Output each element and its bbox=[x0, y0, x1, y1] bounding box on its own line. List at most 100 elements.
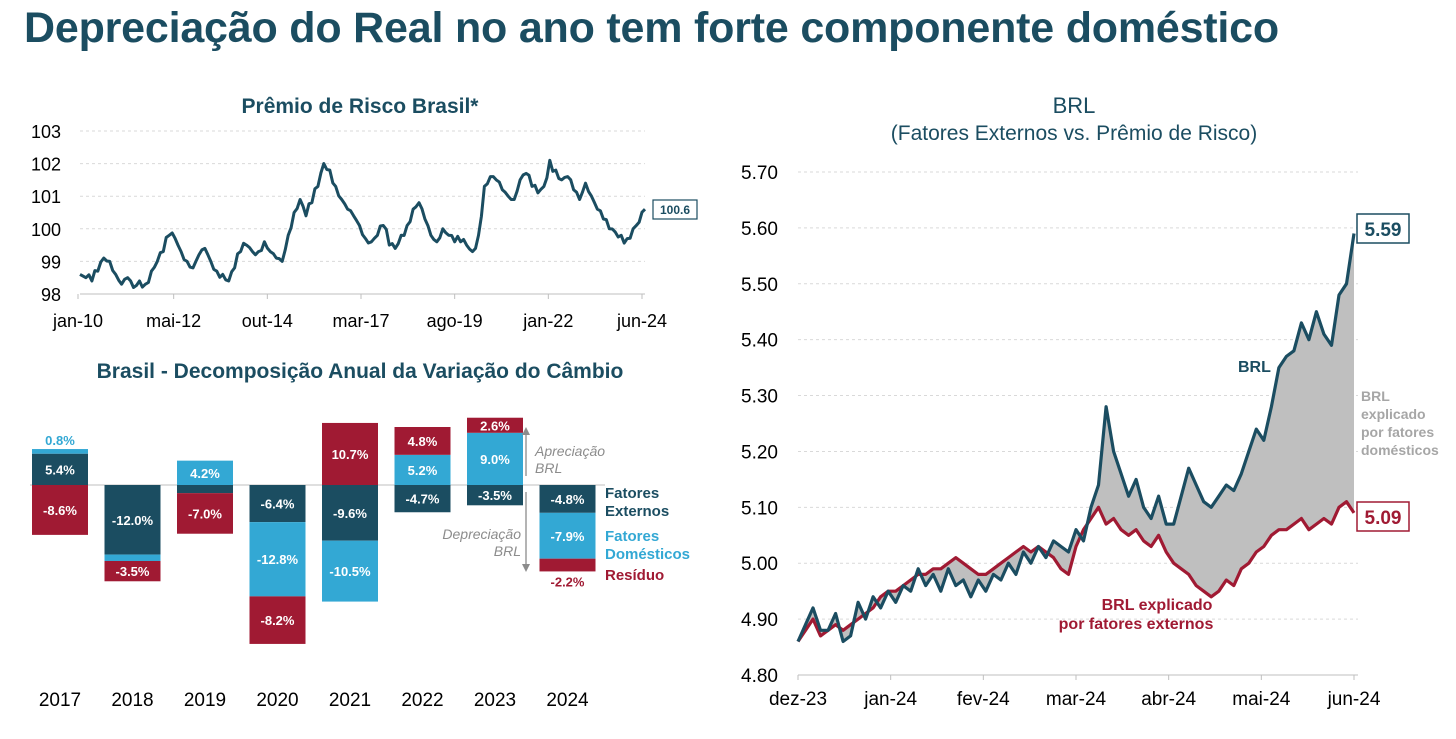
risk-premium-y-tick-label: 99 bbox=[41, 252, 61, 272]
decomposition-chart: Brasil - Decomposição Anual da Variação … bbox=[30, 360, 690, 711]
brl-x-tick-label: abr-24 bbox=[1141, 689, 1196, 710]
risk-premium-x-tick-label: ago-19 bbox=[427, 311, 483, 331]
bar-value-label: 4.2% bbox=[190, 466, 220, 481]
bar-fatores-externos-2018 bbox=[104, 485, 161, 555]
brl-x-tick-label: mai-24 bbox=[1232, 689, 1291, 710]
brl-series-label: BRL bbox=[1238, 359, 1271, 376]
bar-residuo-2024 bbox=[539, 558, 596, 572]
depreciation-annotation: Depreciação BRL bbox=[442, 492, 530, 572]
bar-fatores-domesticos-2022 bbox=[394, 454, 451, 485]
risk-premium-chart: Prêmio de Risco Brasil* 98 99 100 101 102 103… bbox=[31, 95, 698, 331]
bar-value-label: -12.8% bbox=[257, 552, 299, 567]
category-label-2017: 2017 bbox=[39, 690, 81, 711]
brl-external-line bbox=[796, 500, 1356, 643]
risk-premium-x-tick-label: jan-10 bbox=[52, 311, 103, 331]
risk-premium-x-tick-label: jun-24 bbox=[616, 311, 667, 331]
bar-value-label: -8.2% bbox=[261, 613, 295, 628]
bar-fatores-externos-2019 bbox=[177, 485, 233, 494]
appreciation-line1: Apreciação bbox=[534, 443, 605, 459]
risk-premium-y-tick-label: 101 bbox=[31, 187, 61, 207]
legend-residual: Resíduo bbox=[605, 567, 664, 584]
brl-external-label-line2: por fatores externos bbox=[1059, 616, 1214, 633]
risk-premium-title: Prêmio de Risco Brasil* bbox=[242, 95, 480, 118]
category-label-2020: 2020 bbox=[256, 690, 298, 711]
page-title: Depreciação do Real no ano tem forte com… bbox=[24, 4, 1279, 52]
bar-residuo-2020 bbox=[249, 596, 306, 644]
appreciation-line2: BRL bbox=[535, 460, 562, 476]
bar-value-label: -3.5% bbox=[116, 564, 150, 579]
bar-residuo-2018 bbox=[104, 560, 161, 582]
bar-fatores-externos-2017 bbox=[32, 453, 88, 485]
decomposition-bars: 5.4%0.8%-8.6%-12.0%-1.1%-3.5%-1.4%4.2%-7… bbox=[32, 417, 596, 644]
appreciation-arrow-head bbox=[522, 427, 530, 435]
decomposition-title: Brasil - Decomposição Anual da Variação … bbox=[97, 360, 624, 383]
bar-value-label: 5.2% bbox=[408, 463, 438, 478]
brl-subtitle: (Fatores Externos vs. Prêmio de Risco) bbox=[891, 122, 1257, 145]
brl-last-value: 5.59 bbox=[1365, 220, 1402, 241]
brl-domestic-label-line4: domésticos bbox=[1361, 442, 1439, 458]
brl-y-tick-label: 5.30 bbox=[741, 387, 778, 408]
category-label-2018: 2018 bbox=[111, 690, 153, 711]
bar-fatores-externos-2021 bbox=[322, 485, 378, 541]
appreciation-annotation: Apreciação BRL bbox=[522, 427, 605, 476]
brl-title: BRL bbox=[1053, 93, 1096, 118]
brl-domestic-label-line3: por fatores bbox=[1361, 424, 1434, 440]
legend-domestic-line1: Fatores bbox=[605, 528, 659, 545]
brl-line bbox=[796, 233, 1356, 644]
category-label-2023: 2023 bbox=[474, 690, 516, 711]
brl-external-last-value: 5.09 bbox=[1365, 508, 1402, 529]
depreciation-line1: Depreciação bbox=[442, 526, 521, 542]
bar-residuo-2021 bbox=[322, 422, 378, 485]
depreciation-arrow-head bbox=[522, 564, 530, 572]
brl-x-tick-label: jan-24 bbox=[863, 689, 917, 710]
risk-premium-y-tick-label: 102 bbox=[31, 155, 61, 175]
brl-y-tick-label: 5.00 bbox=[741, 554, 778, 575]
bar-fatores-externos-2020 bbox=[249, 485, 306, 523]
risk-premium-x-tick-label: mar-17 bbox=[332, 311, 389, 331]
bar-value-label: -6.4% bbox=[261, 497, 295, 512]
brl-domestic-label-line1: BRL bbox=[1361, 388, 1390, 404]
brl-x-tick-label: jun-24 bbox=[1327, 689, 1381, 710]
brl-last-box bbox=[1356, 213, 1410, 244]
decomposition-categories: 2017 2018 2019 2020 2021 2022 2023 2024 bbox=[39, 690, 589, 711]
category-label-2022: 2022 bbox=[401, 690, 443, 711]
depreciation-line2: BRL bbox=[494, 543, 521, 559]
category-label-2024: 2024 bbox=[546, 690, 589, 711]
brl-y-ticks: 4.80 4.90 5.00 5.10 5.20 5.30 5.40 5.50 5.60 5.70 bbox=[741, 163, 778, 687]
brl-external-last-box bbox=[1356, 501, 1410, 532]
risk-premium-last-value: 100.6 bbox=[660, 203, 690, 217]
legend-external-line1: Fatores bbox=[605, 485, 659, 502]
bar-value-label: 10.7% bbox=[332, 447, 369, 462]
bar-fatores-domesticos-2023 bbox=[467, 432, 523, 485]
brl-x-tick-label: mar-24 bbox=[1046, 689, 1107, 710]
bar-fatores-externos-2023 bbox=[467, 485, 523, 506]
category-label-2021: 2021 bbox=[329, 690, 371, 711]
bar-value-label: -10.5% bbox=[329, 564, 371, 579]
category-label-2019: 2019 bbox=[184, 690, 226, 711]
brl-x-tick-label: dez-23 bbox=[769, 689, 827, 710]
bar-value-label: -9.6% bbox=[333, 506, 367, 521]
bar-fatores-domesticos-2018 bbox=[104, 554, 161, 561]
brl-domestic-gap-area bbox=[798, 233, 1354, 642]
risk-premium-x-ticks: jan-10 mai-12 out-14 mar-17 ago-19 jan-22 jun-… bbox=[52, 293, 667, 331]
legend-domestic-line2: Domésticos bbox=[605, 546, 690, 563]
risk-premium-y-ticks: 98 99 100 101 102 103 bbox=[31, 122, 61, 305]
risk-premium-x-tick-label: mai-12 bbox=[146, 311, 201, 331]
legend-external-line2: Externos bbox=[605, 503, 669, 520]
brl-x-tick-label: fev-24 bbox=[957, 689, 1010, 710]
bar-value-label: 4.8% bbox=[408, 434, 438, 449]
risk-premium-x-tick-label: jan-22 bbox=[522, 311, 573, 331]
bar-fatores-domesticos-2017 bbox=[32, 449, 88, 454]
bar-residuo-2022 bbox=[394, 427, 451, 455]
bar-value-label: -3.5% bbox=[478, 488, 512, 503]
bar-fatores-externos-2022 bbox=[394, 485, 451, 513]
risk-premium-y-tick-label: 103 bbox=[31, 122, 61, 142]
bar-value-label: 9.0% bbox=[480, 452, 510, 467]
brl-y-tick-label: 5.70 bbox=[741, 163, 778, 184]
bar-fatores-domesticos-2021 bbox=[322, 540, 378, 602]
bar-value-label: -7.0% bbox=[188, 506, 222, 521]
bar-fatores-domesticos-2019 bbox=[177, 460, 233, 485]
bar-fatores-domesticos-2020 bbox=[249, 522, 306, 597]
risk-premium-y-tick-label: 98 bbox=[41, 285, 61, 305]
brl-y-tick-label: 5.40 bbox=[741, 331, 778, 352]
